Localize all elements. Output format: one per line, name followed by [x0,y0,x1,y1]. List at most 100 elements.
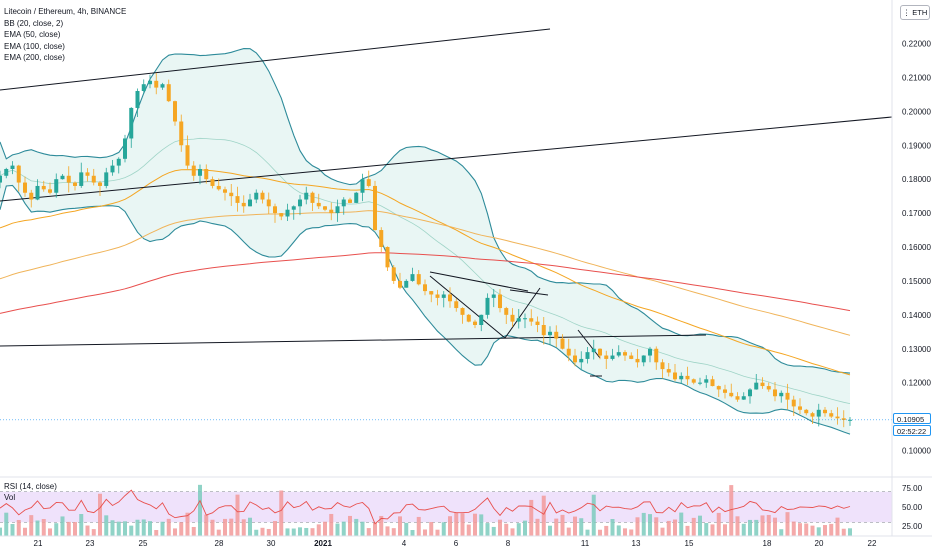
candle [148,74,152,89]
dots-icon: ⋮ [902,8,913,17]
candle [260,190,265,204]
volume-bar [160,521,165,536]
volume-bar [29,515,34,536]
candle [798,398,802,414]
volume-bar [748,519,752,536]
volume-bar [804,523,809,536]
candle-body [41,185,46,190]
candle-body [185,145,190,166]
candle [685,366,690,386]
volume-bar [704,523,709,536]
candle-body [241,202,246,207]
ema100-label[interactable]: EMA (100, close) [4,41,65,51]
candle [379,227,384,252]
candle [491,288,496,308]
volume-bar [73,522,77,536]
volume-bar [210,519,215,536]
candle-body [729,392,734,397]
candle [610,348,615,361]
bb-lower-line [0,184,851,435]
candle-body [841,418,846,420]
candle-body [310,192,315,203]
volume-bar [635,517,640,536]
candle-body [298,199,302,207]
volume-bar [666,520,671,536]
candle-body [523,318,527,320]
bb-label[interactable]: BB (20, close, 2) [4,18,64,28]
candle [591,339,596,360]
currency-button[interactable]: ⋮ ETH [900,5,930,20]
y-tick-label: 0.17000 [902,209,931,218]
bollinger-bands [0,48,851,435]
volume-bar [773,517,777,536]
candle [229,183,234,206]
volume-bar [10,523,15,536]
candle [629,352,634,360]
volume-bar [516,523,521,536]
volume-bar [616,525,621,536]
candle [541,316,546,345]
candle [210,176,215,189]
candle-body [623,352,627,356]
vol-label[interactable]: Vol [4,493,16,502]
volume-bar [485,523,490,536]
candle-body [629,355,634,359]
candle [654,346,659,370]
volume-bar [810,525,815,536]
ema200-label[interactable]: EMA (200, close) [4,53,65,62]
candle [73,181,77,191]
ema-lines [0,169,851,376]
candle-body [54,179,59,193]
candle-body [673,372,677,380]
volume-bar [435,529,440,536]
trendline [0,28,551,91]
volume-bar [779,529,784,536]
candle-body [360,179,365,193]
trendline [0,116,893,202]
candle-body [116,158,121,166]
volume-bar [366,528,371,536]
rsi-legend: RSI (14, close) Vol [4,481,57,503]
candle-body [548,331,552,336]
x-tick-label: 21 [34,539,43,548]
candle-body [579,358,584,363]
volume-bar [685,525,690,536]
candle-body [785,392,790,400]
candle [760,377,765,389]
y-tick-label: 0.19000 [902,141,931,150]
rsi-tick-label: 25.00 [902,522,923,531]
candle-body [541,325,546,336]
trendline [504,287,541,339]
x-tick-label: 18 [763,539,772,548]
volume-bar [791,521,796,536]
x-tick-label: 15 [685,539,694,548]
ema50-label[interactable]: EMA (50, close) [4,30,61,39]
candle-body [204,168,209,180]
candle-body [60,175,65,180]
x-tick-label: 11 [581,539,590,548]
x-tick-label: 23 [86,539,95,548]
volume-bar [835,517,840,536]
candle [366,170,371,188]
candle [185,135,190,169]
volume-bar [23,527,27,536]
volume-bar [104,515,109,536]
symbol-label[interactable]: Litecoin / Ethereum, 4h, BINANCE [4,7,127,16]
candle [154,73,159,95]
candle [616,345,621,358]
candle [104,167,109,189]
candle [335,199,340,222]
candle-body [129,107,134,139]
candle [241,195,246,213]
candle [691,378,696,385]
candle [404,279,409,288]
rsi-label[interactable]: RSI (14, close) [4,482,57,491]
candle [16,164,21,192]
ema200-line [0,252,851,314]
candle [54,173,59,198]
candle-body [848,419,852,421]
candle [573,348,577,367]
candle-body [229,192,234,197]
candle-body [798,406,802,410]
